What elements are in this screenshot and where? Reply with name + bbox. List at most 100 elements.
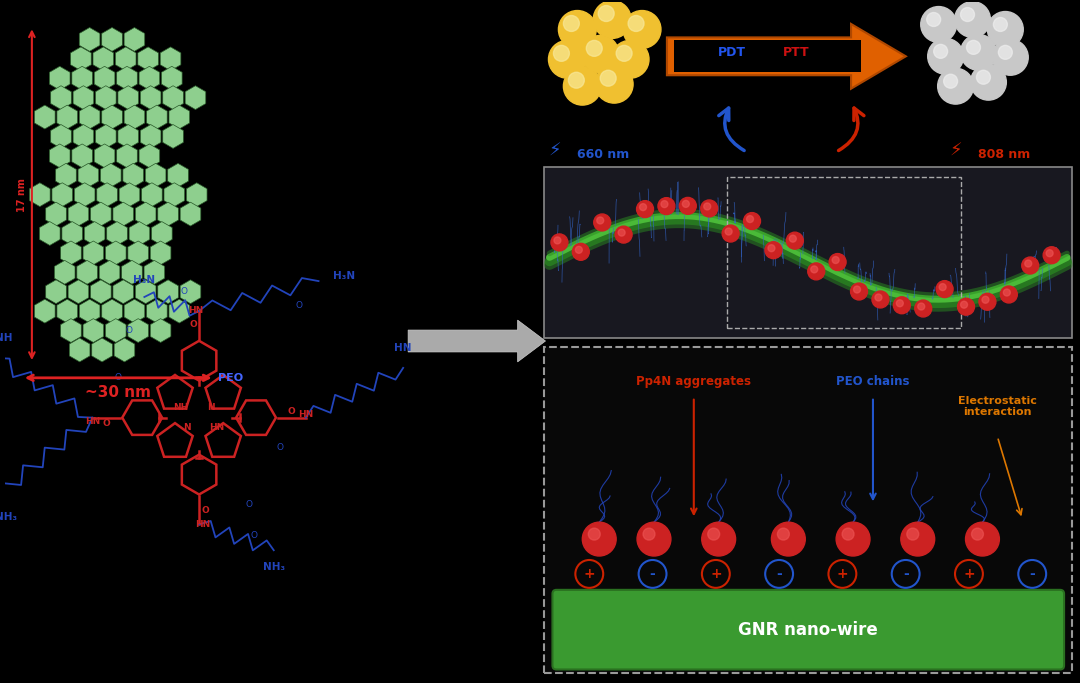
- Circle shape: [851, 283, 867, 300]
- Polygon shape: [69, 338, 90, 362]
- Polygon shape: [140, 86, 161, 109]
- Circle shape: [558, 10, 596, 48]
- Circle shape: [771, 522, 806, 556]
- Text: +: +: [583, 567, 595, 581]
- Polygon shape: [102, 299, 122, 323]
- Polygon shape: [106, 241, 126, 265]
- Circle shape: [872, 291, 889, 308]
- Text: HN: HN: [84, 417, 100, 426]
- Polygon shape: [79, 299, 100, 323]
- Circle shape: [586, 40, 603, 56]
- Circle shape: [707, 528, 719, 540]
- FancyBboxPatch shape: [544, 167, 1072, 338]
- Polygon shape: [51, 124, 71, 148]
- Text: 808 nm: 808 nm: [978, 148, 1030, 161]
- Polygon shape: [84, 221, 105, 245]
- Circle shape: [994, 18, 1008, 31]
- Polygon shape: [158, 280, 178, 304]
- Circle shape: [551, 234, 568, 251]
- FancyArrowPatch shape: [719, 108, 744, 150]
- Circle shape: [598, 5, 615, 21]
- Circle shape: [960, 34, 997, 70]
- Circle shape: [701, 200, 718, 217]
- Polygon shape: [70, 47, 91, 71]
- Circle shape: [808, 263, 825, 280]
- Polygon shape: [68, 280, 89, 304]
- Polygon shape: [135, 280, 156, 304]
- Polygon shape: [124, 27, 145, 51]
- Circle shape: [960, 8, 974, 21]
- Circle shape: [833, 257, 839, 264]
- Text: N: N: [207, 403, 215, 413]
- Polygon shape: [139, 144, 160, 168]
- Polygon shape: [99, 260, 120, 284]
- Circle shape: [616, 226, 632, 243]
- Text: O: O: [114, 374, 122, 382]
- Circle shape: [629, 16, 644, 31]
- Polygon shape: [50, 144, 70, 168]
- Circle shape: [743, 212, 760, 229]
- Circle shape: [918, 303, 924, 310]
- Polygon shape: [35, 299, 55, 323]
- Circle shape: [597, 217, 604, 224]
- Circle shape: [564, 67, 602, 105]
- Circle shape: [940, 283, 946, 290]
- Circle shape: [611, 40, 649, 79]
- Circle shape: [907, 528, 919, 540]
- Polygon shape: [118, 86, 138, 109]
- Circle shape: [554, 237, 561, 244]
- Circle shape: [987, 12, 1023, 47]
- Polygon shape: [72, 144, 93, 168]
- Text: O: O: [276, 443, 283, 452]
- Polygon shape: [75, 183, 95, 206]
- Circle shape: [639, 204, 647, 210]
- Circle shape: [702, 522, 735, 556]
- Circle shape: [725, 228, 732, 235]
- Circle shape: [955, 1, 990, 38]
- Text: Electrostatic
interaction: Electrostatic interaction: [958, 396, 1037, 417]
- Text: NH₃: NH₃: [0, 512, 17, 522]
- Text: -: -: [903, 567, 908, 581]
- Polygon shape: [97, 183, 118, 206]
- Circle shape: [893, 297, 910, 313]
- Polygon shape: [60, 319, 81, 342]
- Polygon shape: [113, 280, 134, 304]
- Circle shape: [928, 38, 963, 74]
- Polygon shape: [83, 241, 104, 265]
- Polygon shape: [102, 105, 122, 129]
- Circle shape: [1022, 257, 1039, 274]
- Text: HN: HN: [188, 307, 203, 316]
- Text: Pp4N aggregates: Pp4N aggregates: [636, 376, 752, 389]
- Circle shape: [553, 45, 569, 61]
- Circle shape: [661, 201, 667, 208]
- Circle shape: [576, 247, 582, 253]
- FancyBboxPatch shape: [674, 40, 861, 72]
- FancyBboxPatch shape: [553, 590, 1064, 669]
- Circle shape: [1025, 260, 1031, 267]
- Circle shape: [829, 253, 846, 270]
- Polygon shape: [139, 66, 160, 90]
- Text: -: -: [1029, 567, 1035, 581]
- Polygon shape: [73, 86, 94, 109]
- Text: HN: HN: [195, 520, 211, 529]
- Circle shape: [937, 68, 973, 104]
- Text: O: O: [180, 287, 188, 296]
- Circle shape: [778, 528, 789, 540]
- Polygon shape: [100, 163, 121, 187]
- Circle shape: [976, 70, 990, 84]
- Circle shape: [836, 522, 870, 556]
- Polygon shape: [45, 280, 66, 304]
- Text: PEO: PEO: [218, 373, 243, 383]
- Circle shape: [765, 242, 782, 259]
- Circle shape: [811, 266, 818, 273]
- Text: HN: HN: [394, 343, 411, 353]
- Circle shape: [618, 229, 625, 236]
- Polygon shape: [95, 124, 117, 148]
- Polygon shape: [102, 27, 122, 51]
- Circle shape: [1047, 250, 1053, 257]
- Polygon shape: [124, 105, 145, 129]
- Polygon shape: [140, 124, 161, 148]
- Polygon shape: [163, 124, 184, 148]
- Polygon shape: [160, 47, 180, 71]
- Polygon shape: [162, 66, 183, 90]
